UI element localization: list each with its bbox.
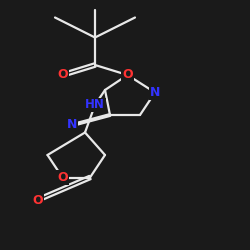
Text: O: O: [122, 68, 133, 82]
Text: O: O: [57, 171, 68, 184]
Text: HN: HN: [85, 98, 105, 112]
Text: N: N: [150, 86, 160, 99]
Text: O: O: [32, 194, 43, 206]
Text: N: N: [67, 118, 78, 132]
Text: O: O: [57, 68, 68, 82]
